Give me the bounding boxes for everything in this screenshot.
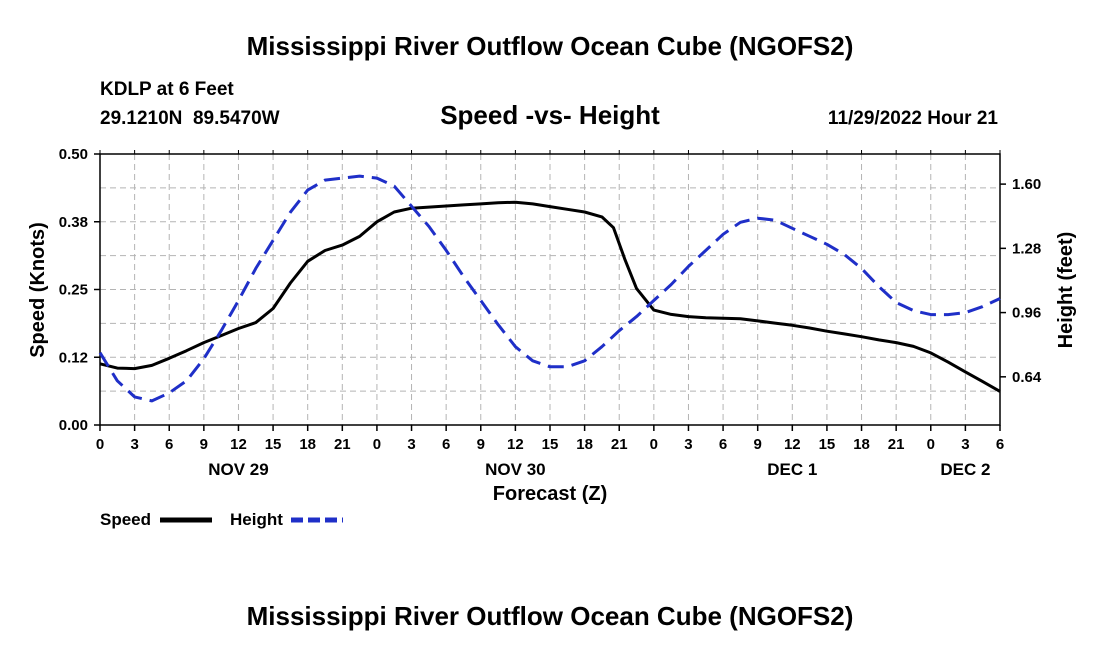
legend: Speed Height: [100, 510, 343, 529]
axis-ticks: [94, 150, 1006, 431]
y-axis-title-left: Speed (Knots): [27, 222, 49, 358]
x-axis-title: Forecast (Z): [493, 483, 607, 505]
data-series: [98, 174, 1001, 403]
x-tick-label: 15: [542, 436, 559, 453]
y-tick-label-left: 0.00: [59, 417, 88, 434]
legend-label-height: Height: [230, 510, 283, 529]
x-tick-label: 18: [576, 436, 593, 453]
grid-lines: [100, 154, 1000, 425]
x-tick-label: 6: [442, 436, 450, 453]
x-tick-label: 0: [373, 436, 381, 453]
x-tick-label: 0: [650, 436, 658, 453]
footer-title: Mississippi River Outflow Ocean Cube (NG…: [247, 601, 854, 631]
legend-label-speed: Speed: [100, 510, 151, 529]
x-tick-label: 9: [200, 436, 208, 453]
x-day-label: NOV 29: [208, 460, 268, 479]
x-tick-label: 9: [477, 436, 485, 453]
x-tick-label: 12: [230, 436, 247, 453]
y-axis-title-right: Height (feet): [1055, 232, 1077, 349]
x-tick-label: 3: [130, 436, 138, 453]
station-label: KDLP at 6 Feet: [100, 79, 234, 100]
x-tick-label: 6: [996, 436, 1004, 453]
x-tick-label: 15: [265, 436, 282, 453]
x-day-label: DEC 2: [940, 460, 990, 479]
x-tick-label: 3: [961, 436, 969, 453]
y-tick-label-left: 0.50: [59, 146, 88, 163]
y-tick-label-right: 0.64: [1012, 369, 1042, 386]
x-tick-label: 21: [611, 436, 628, 453]
x-tick-label: 12: [507, 436, 524, 453]
x-tick-label: 0: [96, 436, 104, 453]
x-tick-label: 18: [853, 436, 870, 453]
x-tick-label: 6: [719, 436, 727, 453]
x-tick-label: 3: [684, 436, 692, 453]
y-tick-label-right: 1.60: [1012, 176, 1041, 193]
x-day-label: DEC 1: [767, 460, 817, 479]
x-tick-label: 9: [754, 436, 762, 453]
chart-subtitle: Speed -vs- Height: [440, 100, 660, 130]
y-tick-label-right: 1.28: [1012, 240, 1041, 257]
x-tick-label: 21: [334, 436, 351, 453]
station-coords: 29.1210N 89.5470W: [100, 108, 280, 129]
x-tick-label: 3: [407, 436, 415, 453]
x-tick-label: 12: [784, 436, 801, 453]
main-title: Mississippi River Outflow Ocean Cube (NG…: [247, 31, 854, 61]
x-tick-label: 0: [927, 436, 935, 453]
x-tick-label: 6: [165, 436, 173, 453]
forecast-datetime: 11/29/2022 Hour 21: [828, 108, 998, 129]
y-tick-label-left: 0.25: [59, 282, 88, 299]
y-tick-label-right: 0.96: [1012, 305, 1041, 322]
series-line-height: [98, 174, 1001, 403]
y-tick-label-left: 0.12: [59, 349, 88, 366]
series-line-speed: [99, 200, 1001, 393]
x-tick-label: 15: [819, 436, 836, 453]
tick-labels: 0 3 6 9 12 15 18 21 0 3 6 9 12 15 18 21 0 3 6 9 12 15 18 21 0 3 6 N…: [59, 146, 1042, 479]
x-tick-label: 18: [299, 436, 316, 453]
x-day-label: NOV 30: [485, 460, 545, 479]
y-tick-label-left: 0.38: [59, 214, 88, 231]
x-tick-label: 21: [888, 436, 905, 453]
